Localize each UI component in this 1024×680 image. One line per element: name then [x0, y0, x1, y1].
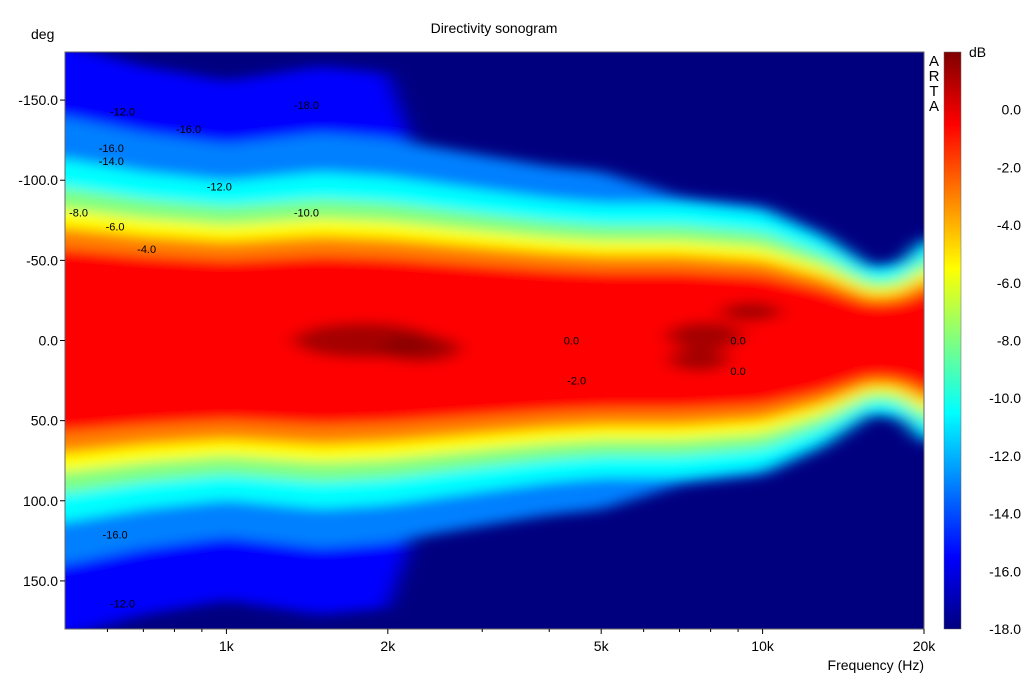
watermark-letter: T: [929, 83, 938, 100]
colorbar-tick-label: -16.0: [989, 563, 1021, 579]
contour-label: -8.0: [69, 207, 88, 219]
y-tick-label: 150.0: [23, 573, 58, 589]
heatmap-field: [65, 52, 924, 629]
y-tick-label: -150.0: [18, 92, 58, 108]
contour-label: -12.0: [207, 182, 232, 194]
colorbar-tick-label: -6.0: [997, 275, 1021, 291]
y-tick-label: -50.0: [26, 252, 58, 268]
colorbar-tick-label: -10.0: [989, 390, 1021, 406]
colorbar-tick-label: -14.0: [989, 506, 1021, 522]
x-tick-label: 1k: [219, 638, 235, 654]
colorbar-tick-label: -8.0: [997, 333, 1021, 349]
colorbar-scale: [943, 51, 962, 630]
contour-label: 0.0: [730, 336, 745, 348]
colorbar-tick-label: 0.0: [1002, 102, 1022, 118]
colorbar-tick-label: -12.0: [989, 448, 1021, 464]
watermark-letter: A: [929, 98, 939, 115]
x-axis-label: Frequency (Hz): [828, 657, 924, 673]
contour-label: -16.0: [99, 143, 124, 155]
x-tick-label: 2k: [380, 638, 396, 654]
colorbar-tick-label: -4.0: [997, 217, 1021, 233]
y-tick-label: 50.0: [31, 413, 58, 429]
y-axis-label: deg: [31, 26, 54, 42]
watermark-letter: R: [929, 68, 940, 85]
heatmap-hotspot: [668, 347, 729, 372]
colorbar-tick-label: -2.0: [997, 159, 1021, 175]
colorbar: dB 0.0 -2.0 -4.0 -6.0 -8.0 -10.0 -12.0 -14.0 -16…: [943, 44, 1021, 637]
y-tick-label: 0.0: [39, 333, 59, 349]
contour-label: 0.0: [564, 336, 579, 348]
x-tick-label: 10k: [751, 638, 775, 654]
contour-label: -16.0: [103, 529, 128, 541]
contour-label: -2.0: [567, 376, 586, 388]
x-tick-label: 20k: [913, 638, 937, 654]
colorbar-tick-label: -18.0: [989, 621, 1021, 637]
y-tick-label: 100.0: [23, 493, 58, 509]
colorbar-ticks: 0.0 -2.0 -4.0 -6.0 -8.0 -10.0 -12.0 -14.0 -16.0 -…: [989, 102, 1021, 637]
heatmap-hotspot: [666, 321, 743, 350]
contour-label: 0.0: [730, 366, 745, 378]
contour-label: -14.0: [99, 156, 124, 168]
x-tick-label: 5k: [594, 638, 610, 654]
heatmap-band: [65, 248, 924, 433]
contour-label: -12.0: [110, 106, 135, 118]
contour-label: -16.0: [176, 124, 201, 136]
colorbar-label: dB: [969, 44, 986, 60]
contour-label: -12.0: [110, 598, 135, 610]
chart-title: Directivity sonogram: [431, 20, 558, 36]
contour-labels: -12.0-18.0-16.0-16.0-14.0-12.0-8.0-6.0-4…: [69, 100, 746, 610]
contour-label: -6.0: [106, 222, 125, 234]
x-axis-ticks: 1k 2k 5k 10k 20k: [106, 629, 937, 654]
y-axis-ticks: -150.0 -100.0 -50.0 0.0 50.0 100.0 150.0: [18, 92, 65, 589]
y-tick-label: -100.0: [18, 172, 58, 188]
heatmap-plot-area: -12.0-18.0-16.0-16.0-14.0-12.0-8.0-6.0-4…: [64, 51, 925, 630]
contour-label: -4.0: [137, 244, 156, 256]
watermark-letter: A: [929, 53, 939, 70]
heatmap-hotspot: [720, 301, 781, 322]
heatmap-hotspot: [380, 334, 461, 363]
contour-label: -18.0: [294, 100, 319, 112]
contour-label: -10.0: [294, 207, 319, 219]
